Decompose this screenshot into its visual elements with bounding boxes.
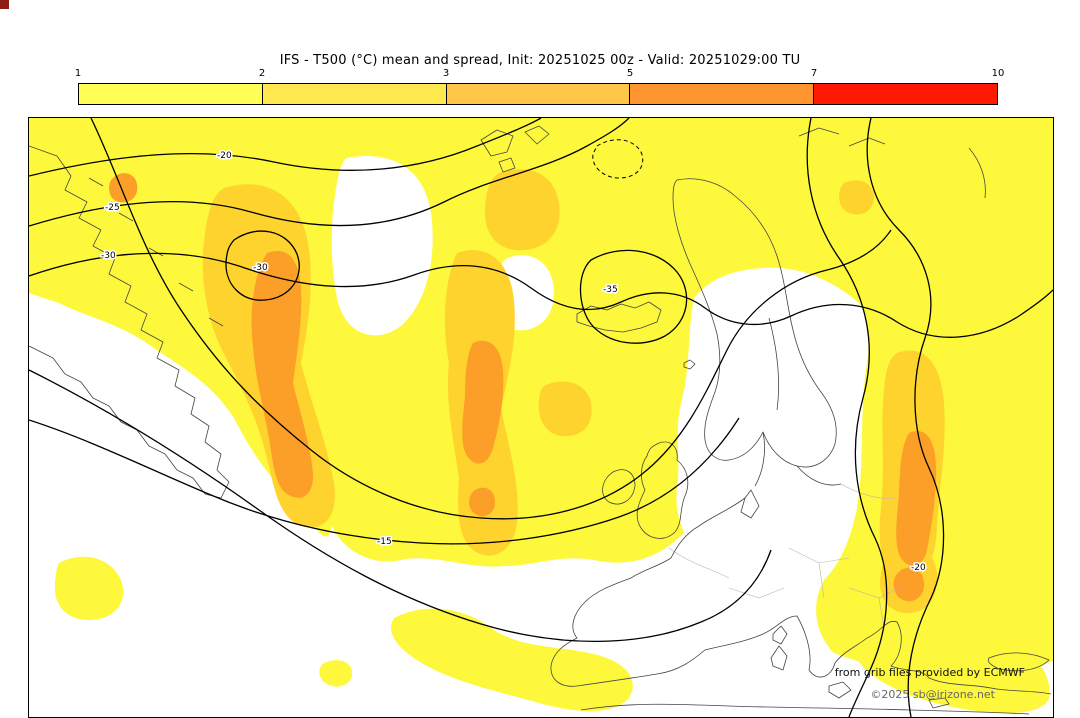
border-path xyxy=(878,597,885,629)
contour-label: -20 xyxy=(217,151,232,161)
colorbar-tick-label: 1 xyxy=(74,68,82,79)
contour-line xyxy=(29,369,772,643)
chart-title: IFS - T500 (°C) mean and spread, Init: 2… xyxy=(279,53,801,68)
coastline-iceland xyxy=(576,301,662,333)
colorbar-tick-label: 10 xyxy=(991,68,1005,79)
spread-region xyxy=(462,340,504,464)
border-path xyxy=(668,547,730,579)
spread-region xyxy=(391,608,633,712)
contour-line xyxy=(225,230,300,301)
contour-line xyxy=(806,118,888,717)
contour-label: -30 xyxy=(101,251,116,261)
coastline-svalbard xyxy=(480,125,550,173)
contour-label: -25 xyxy=(105,203,120,213)
colorbar-tick-label: 7 xyxy=(810,68,818,79)
spread-region xyxy=(251,251,314,498)
spread-region xyxy=(484,169,560,251)
contour-line xyxy=(29,118,542,177)
spread-region xyxy=(469,487,495,517)
coastlines xyxy=(29,125,1052,715)
contour-line xyxy=(866,118,945,717)
colorbar-segment xyxy=(446,84,631,104)
spread-region xyxy=(854,630,1050,714)
spread-region xyxy=(538,381,592,437)
coastline-denmark xyxy=(740,489,760,519)
colorbar-segment xyxy=(630,84,815,104)
spread-region xyxy=(319,660,353,687)
contour-label: -15 xyxy=(377,537,392,547)
contour-labels: -20 -25 -30 -35 -30 -15 -20 xyxy=(100,150,928,575)
coastline-crete xyxy=(928,697,950,709)
credit-copyright: ©2025 sb@irizone.net xyxy=(870,688,995,701)
coastline-texture xyxy=(88,177,224,327)
spread-region xyxy=(839,180,874,215)
border-path xyxy=(728,587,785,599)
contour-line-dashed xyxy=(592,139,644,179)
contour-line xyxy=(29,252,1053,338)
colorbar-segment xyxy=(814,84,997,104)
colorbar-tick-label: 5 xyxy=(626,68,634,79)
coastline-sardinia xyxy=(770,645,788,671)
contour-line xyxy=(579,249,688,344)
mean-contours xyxy=(29,118,1053,717)
country-borders xyxy=(668,483,900,629)
spread-region xyxy=(893,567,925,602)
spread-region xyxy=(896,431,937,566)
contour-line xyxy=(29,118,630,227)
credit-source: from grib files provided by ECMWF xyxy=(834,666,1025,679)
coastline-ireland xyxy=(602,469,636,505)
map-canvas: -20 -25 -30 -35 -30 -15 -20 xyxy=(29,118,1053,717)
coastline-corsica xyxy=(772,625,788,645)
colorbar-tick-label: 2 xyxy=(258,68,266,79)
contour-label: -30 xyxy=(253,263,268,273)
colorbar-segment xyxy=(79,84,263,104)
spread-region xyxy=(109,173,138,203)
coastline-faroe xyxy=(683,359,696,370)
coastline-europe-mainland xyxy=(550,497,1052,695)
border-path xyxy=(818,562,825,599)
colorbar-bar xyxy=(78,83,998,105)
contour-line xyxy=(29,417,740,545)
coastline-baltic xyxy=(754,317,842,487)
border-path xyxy=(840,483,896,499)
coastline-greenland xyxy=(29,145,230,499)
coastline-arctic-islands xyxy=(798,127,986,199)
colorbar: 1 2 3 5 7 10 xyxy=(74,68,1005,108)
colorbar-segment xyxy=(262,84,447,104)
contour-line xyxy=(90,118,892,520)
corner-mark xyxy=(0,0,9,9)
colorbar-ticks: 1 2 3 5 7 10 xyxy=(74,68,1005,83)
colorbar-tick-label: 3 xyxy=(442,68,450,79)
coastline-north-africa xyxy=(580,703,1030,715)
coastline-black-sea xyxy=(987,652,1050,672)
map: -20 -25 -30 -35 -30 -15 -20 from grib fi… xyxy=(28,117,1054,718)
contour-label: -20 xyxy=(911,563,926,573)
contour-label: -35 xyxy=(603,285,618,295)
coastline-great-britain xyxy=(636,441,689,539)
coastline-sicily xyxy=(828,681,852,699)
spread-region xyxy=(54,556,124,620)
spread-shading-high xyxy=(109,173,937,602)
